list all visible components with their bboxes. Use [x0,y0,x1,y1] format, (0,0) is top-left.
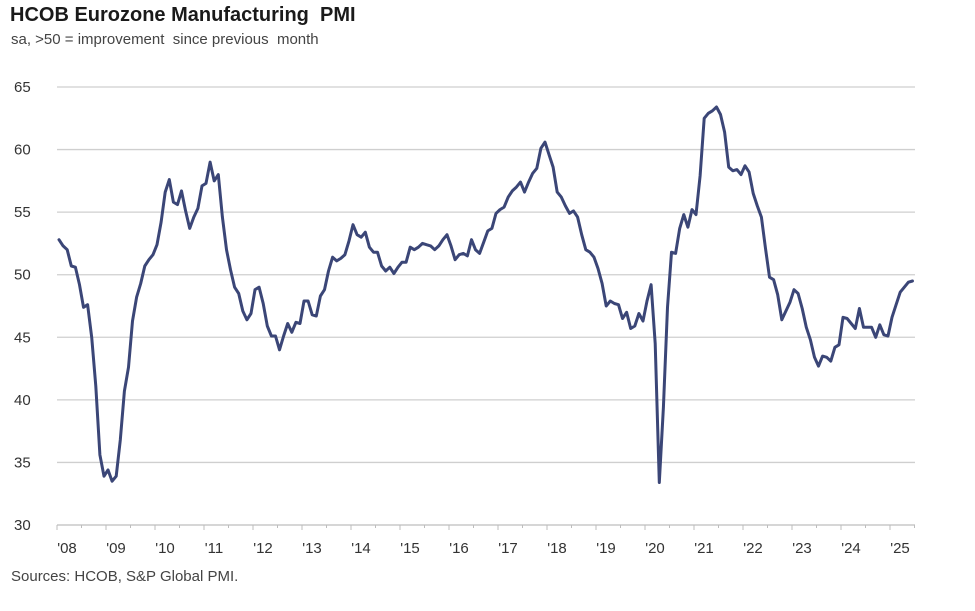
x-tick-label: '13 [302,540,322,557]
x-tick-label: '24 [841,540,861,557]
x-tick-label: '22 [743,540,763,557]
y-tick-label: 65 [14,79,31,96]
y-tick-label: 45 [14,329,31,346]
source-note: Sources: HCOB, S&P Global PMI. [11,568,239,585]
x-tick-label: '23 [792,540,812,557]
y-tick-label: 55 [14,204,31,221]
y-tick-label: 50 [14,267,31,284]
x-tick-label: '19 [596,540,616,557]
x-tick-label: '12 [253,540,273,557]
chart-subtitle: sa, >50 = improvement since previous mon… [11,31,319,48]
y-tick-label: 35 [14,454,31,471]
x-tick-label: '25 [890,540,910,557]
x-tick-label: '21 [694,540,714,557]
x-tick-label: '14 [351,540,371,557]
x-tick-label: '20 [645,540,665,557]
y-tick-label: 60 [14,142,31,159]
y-tick-label: 30 [14,517,31,534]
chart-title: HCOB Eurozone Manufacturing PMI [10,4,356,26]
x-tick-label: '17 [498,540,518,557]
x-tick-label: '09 [106,540,126,557]
x-tick-label: '11 [205,540,223,557]
x-tick-label: '16 [449,540,469,557]
y-tick-label: 40 [14,392,31,409]
x-tick-label: '15 [400,540,420,557]
x-tick-label: '18 [547,540,567,557]
x-tick-label: '10 [155,540,175,557]
x-tick-label: '08 [57,540,77,557]
pmi-series-line [57,105,914,484]
